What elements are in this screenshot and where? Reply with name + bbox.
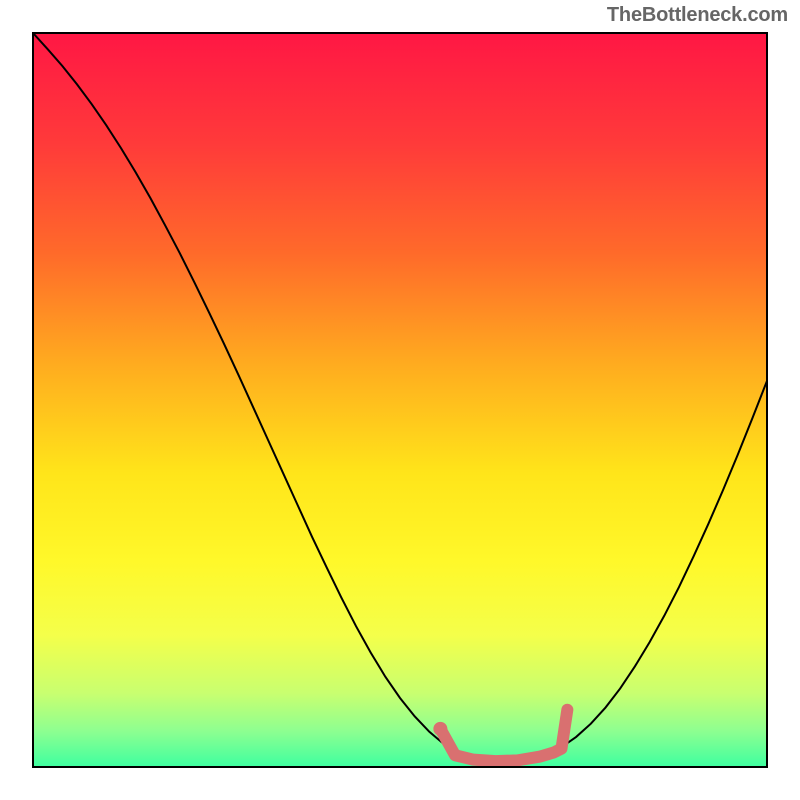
highlight-dot (433, 722, 447, 736)
bottleneck-chart (0, 0, 800, 800)
chart-background (33, 33, 767, 767)
watermark-label: TheBottleneck.com (607, 4, 788, 27)
